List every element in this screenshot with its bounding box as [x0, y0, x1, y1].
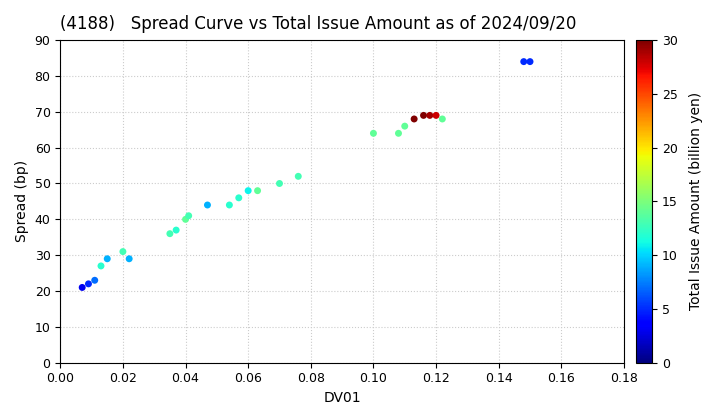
Point: [233, 194, 245, 201]
X-axis label: DV01: DV01: [323, 391, 361, 405]
Point: [95, 262, 107, 269]
Point: [164, 230, 176, 237]
Point: [117, 248, 129, 255]
Y-axis label: Total Issue Amount (billion yen): Total Issue Amount (billion yen): [689, 92, 703, 310]
Point: [83, 281, 94, 287]
Point: [368, 130, 379, 136]
Point: [202, 202, 213, 208]
Point: [424, 112, 436, 119]
Point: [392, 130, 404, 136]
Point: [243, 187, 254, 194]
Point: [180, 216, 192, 223]
Point: [102, 255, 113, 262]
Point: [76, 284, 88, 291]
Point: [252, 187, 264, 194]
Point: [292, 173, 304, 180]
Point: [274, 180, 285, 187]
Point: [418, 112, 429, 119]
Point: [171, 227, 182, 234]
Point: [224, 202, 235, 208]
Y-axis label: Spread (bp): Spread (bp): [15, 160, 29, 242]
Point: [518, 58, 529, 65]
Point: [436, 116, 448, 122]
Point: [123, 255, 135, 262]
Point: [524, 58, 536, 65]
Point: [399, 123, 410, 129]
Text: (4188)   Spread Curve vs Total Issue Amount as of 2024/09/20: (4188) Spread Curve vs Total Issue Amoun…: [60, 15, 577, 33]
Point: [89, 277, 101, 284]
Point: [183, 213, 194, 219]
Point: [408, 116, 420, 122]
Point: [431, 112, 442, 119]
